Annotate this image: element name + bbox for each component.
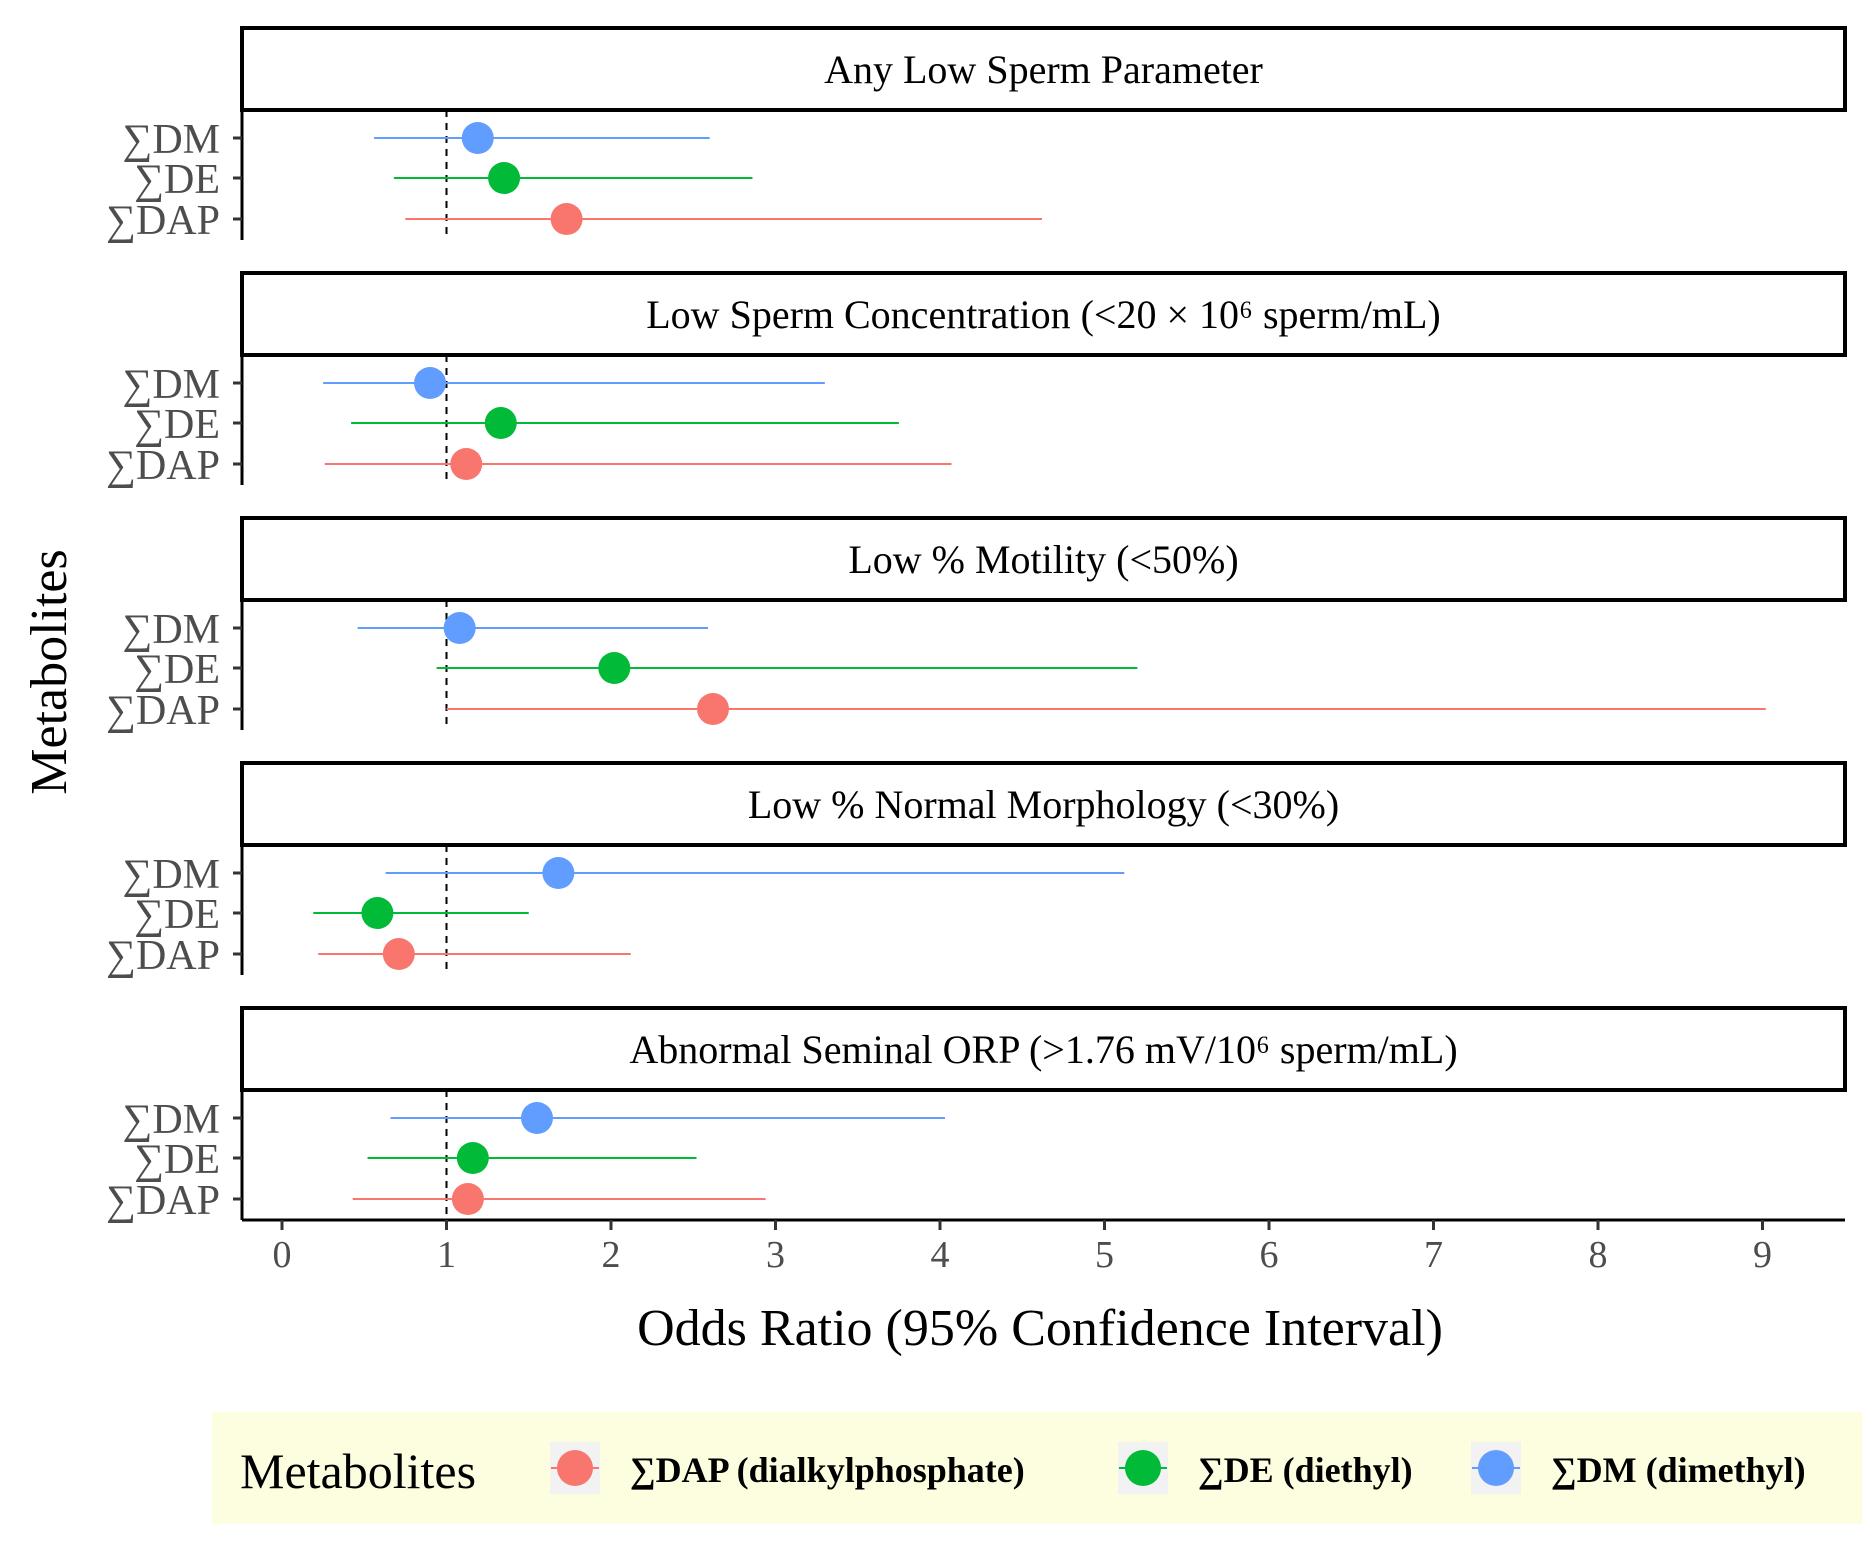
y-tick-label: ∑DM [122,362,220,408]
legend-key-point [557,1450,593,1486]
odds-ratio-point [461,122,494,154]
y-tick-label: ∑DAP [106,688,220,734]
odds-ratio-point [361,897,394,929]
legend-label: ∑DAP (dialkylphosphate) [630,1450,1025,1490]
facet-strip [240,26,1847,112]
y-tick-label: ∑DE [134,402,220,448]
facet-panel: Any Low Sperm Parameter ∑DM∑DE∑DAP [106,26,1847,244]
y-tick-label: ∑DE [134,157,220,203]
x-axis-title: Odds Ratio (95% Confidence Interval) [637,1300,1443,1357]
x-tick-label: 0 [273,1234,292,1276]
y-tick-label: ∑DM [122,852,220,898]
facet-title: Low % Motility (<50%) [848,537,1238,582]
odds-ratio-point [542,857,575,889]
odds-ratio-point [550,203,583,235]
odds-ratio-point [488,162,521,194]
y-tick-label: ∑DAP [106,1178,220,1224]
facet-strip [240,1006,1847,1092]
x-tick-label: 7 [1424,1234,1443,1276]
odds-ratio-point [696,693,729,725]
x-tick-label: 5 [1095,1234,1114,1276]
legend-item: ∑DM (dimethyl) [1471,1442,1806,1494]
facet-panel: Abnormal Seminal ORP (>1.76 mV/10⁶ sperm… [106,1006,1847,1224]
x-tick-label: 1 [437,1234,456,1276]
odds-ratio-point [520,1102,553,1134]
x-axis: 0 1 2 3 4 5 6 7 8 9 [242,1218,1845,1276]
facet-title: Any Low Sperm Parameter [824,47,1263,92]
legend-item: ∑DE (diethyl) [1118,1442,1413,1494]
odds-ratio-point [443,612,476,644]
facet-panel: Low Sperm Concentration (<20 × 10⁶ sperm… [106,271,1847,489]
x-tick-label: 4 [931,1234,950,1276]
facet-strip [240,761,1847,847]
facet-title: Low % Normal Morphology (<30%) [748,782,1339,827]
legend-title: Metabolites [240,1443,476,1499]
legend-background [212,1412,1862,1524]
odds-ratio-point [382,938,415,970]
legend-key-point [1478,1450,1514,1486]
facet-title: Abnormal Seminal ORP (>1.76 mV/10⁶ sperm… [629,1027,1457,1072]
facet-strip [240,271,1847,357]
odds-ratio-point [456,1142,489,1174]
odds-ratio-point [484,407,517,439]
y-tick-label: ∑DM [122,117,220,163]
y-tick-label: ∑DM [122,1097,220,1143]
y-tick-label: ∑DAP [106,198,220,244]
legend-label: ∑DM (dimethyl) [1551,1450,1806,1490]
facet-panel: Low % Motility (<50%) ∑DM∑DE∑DAP [106,516,1847,734]
odds-ratio-point [414,367,447,399]
odds-ratio-point [598,652,631,684]
odds-ratio-point [450,448,483,480]
y-tick-label: ∑DAP [106,443,220,489]
facet-strip [240,516,1847,602]
y-tick-label: ∑DE [134,647,220,693]
x-tick-label: 6 [1260,1234,1279,1276]
x-tick-label: 8 [1589,1234,1608,1276]
x-tick-label: 2 [602,1234,621,1276]
legend-item: ∑DAP (dialkylphosphate) [550,1442,1025,1494]
x-tick-label: 9 [1753,1234,1772,1276]
y-tick-label: ∑DAP [106,933,220,979]
legend-label: ∑DE (diethyl) [1198,1450,1413,1490]
y-axis-title: Metabolites [21,549,78,795]
odds-ratio-point [451,1183,484,1215]
facet-title: Low Sperm Concentration (<20 × 10⁶ sperm… [646,292,1440,337]
y-tick-label: ∑DE [134,892,220,938]
facet-panel: Low % Normal Morphology (<30%) ∑DM∑DE∑DAP [106,761,1847,979]
legend-items: ∑DAP (dialkylphosphate) ∑DE (diethyl) ∑DM … [550,1442,1806,1494]
legend-key-point [1125,1450,1161,1486]
y-tick-label: ∑DM [122,607,220,653]
y-tick-label: ∑DE [134,1137,220,1183]
x-tick-label: 3 [766,1234,785,1276]
legend: Metabolites ∑DAP (dialkylphosphate) ∑DE (… [212,1412,1862,1524]
